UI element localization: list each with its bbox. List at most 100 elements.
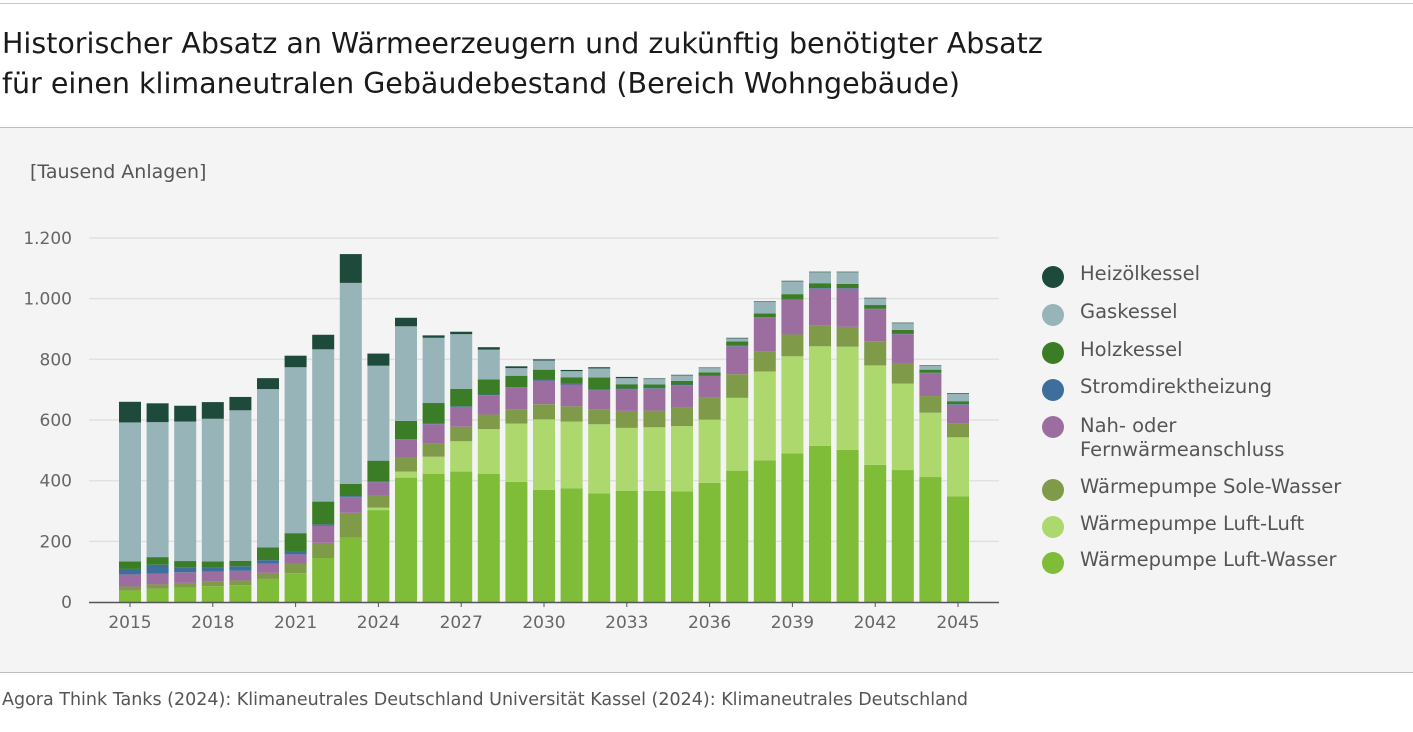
legend-label-wp-luft-luft: Wärmepumpe Luft-Luft xyxy=(1080,512,1305,535)
bar-segment-holz-2039 xyxy=(781,294,804,299)
bar-segment-strom-2036 xyxy=(698,375,721,377)
bar-segment-heizoel-2021 xyxy=(284,355,307,368)
bar-segment-holz-2034 xyxy=(643,384,666,389)
bar-segment-nahfern-2042 xyxy=(864,309,887,342)
bar-segment-strom-2026 xyxy=(422,423,445,425)
bar-segment-holz-2021 xyxy=(284,533,307,552)
bar-segment-gas-2038 xyxy=(753,302,776,314)
bar-segment-nahfern-2028 xyxy=(477,395,500,415)
bar-segment-nahfern-2044 xyxy=(919,373,942,397)
bar-segment-gas-2030 xyxy=(533,360,555,370)
bar-segment-holz-2032 xyxy=(588,377,611,390)
source-note: Agora Think Tanks (2024): Klimaneutrales… xyxy=(2,690,969,710)
bar-segment-strom-2022 xyxy=(312,524,335,526)
y-tick-label: 600 xyxy=(40,411,72,431)
bar-segment-strom-2039 xyxy=(781,298,804,300)
bar-segment-wp_luftwasser-2035 xyxy=(671,491,693,602)
bar-segment-holz-2027 xyxy=(450,388,473,407)
bar-segment-nahfern-2040 xyxy=(809,288,831,326)
bar-segment-wp_luftwasser-2015 xyxy=(119,590,141,602)
bar-segment-wp_luftluft-2038 xyxy=(753,371,776,461)
bar-segment-wp_sole-2039 xyxy=(781,334,804,357)
legend-swatch-gaskessel xyxy=(1042,304,1064,326)
bar-segment-holz-2028 xyxy=(477,379,500,395)
bar-segment-holz-2026 xyxy=(422,403,445,424)
bar-segment-wp_luftwasser-2041 xyxy=(836,449,859,602)
bar-segment-strom-2025 xyxy=(395,439,417,440)
bar-segment-strom-2023 xyxy=(339,496,362,498)
bar-segment-wp_sole-2022 xyxy=(312,542,335,559)
bar-segment-wp_sole-2026 xyxy=(422,443,445,457)
bar-segment-gas-2021 xyxy=(284,367,307,534)
bar-segment-wp_luftwasser-2037 xyxy=(726,470,749,602)
bar-segment-wp_sole-2045 xyxy=(947,423,969,438)
bar-segment-heizoel-2043 xyxy=(891,322,914,324)
bar-segment-wp_sole-2038 xyxy=(753,351,776,372)
legend-item-wp-luft-luft: Wärmepumpe Luft-Luft xyxy=(1042,512,1390,538)
legend-swatch-wp-sole-wasser xyxy=(1042,479,1064,501)
bar-segment-wp_luftwasser-2017 xyxy=(174,587,197,602)
bar-segment-wp_sole-2023 xyxy=(339,512,362,538)
bar-segment-strom-2028 xyxy=(477,394,500,396)
bar-segment-heizoel-2022 xyxy=(312,334,335,350)
legend-label-nah-fernwaerme: Nah- oder Fernwärmeanschluss xyxy=(1080,414,1285,461)
x-tick-label: 2015 xyxy=(108,613,151,633)
bar-segment-heizoel-2028 xyxy=(477,347,500,350)
bar-segment-wp_luftwasser-2020 xyxy=(257,578,279,602)
x-tick-label: 2036 xyxy=(688,613,731,633)
bar-segment-heizoel-2030 xyxy=(533,359,555,361)
bar-segment-holz-2023 xyxy=(339,484,362,497)
bar-segment-wp_sole-2033 xyxy=(615,410,638,428)
bar-segment-gas-2045 xyxy=(947,393,969,402)
legend-swatch-holzkessel xyxy=(1042,342,1064,364)
top-rule xyxy=(0,3,1413,4)
bar-segment-wp_luftwasser-2028 xyxy=(477,473,500,602)
bar-segment-heizoel-2042 xyxy=(864,297,887,299)
bar-segment-holz-2042 xyxy=(864,305,887,309)
bar-segment-wp_sole-2029 xyxy=(505,409,528,424)
bar-segment-wp_luftwasser-2032 xyxy=(588,493,611,602)
bar-segment-heizoel-2033 xyxy=(615,376,638,379)
bar-segment-heizoel-2017 xyxy=(174,405,197,422)
bar-segment-wp_sole-2028 xyxy=(477,414,500,430)
bar-segment-heizoel-2041 xyxy=(836,271,859,273)
bar-segment-nahfern-2033 xyxy=(615,389,638,411)
bar-segment-heizoel-2044 xyxy=(919,365,942,367)
bar-segment-holz-2016 xyxy=(146,557,169,565)
y-tick-label: 1.000 xyxy=(23,290,72,310)
bar-segment-holz-2022 xyxy=(312,501,335,525)
bar-segment-wp_luftluft-2031 xyxy=(560,421,583,489)
x-tick-label: 2024 xyxy=(357,613,400,633)
bar-segment-strom-2027 xyxy=(450,406,473,407)
bar-segment-wp_sole-2015 xyxy=(119,586,141,591)
bar-segment-wp_luftwasser-2023 xyxy=(339,537,362,602)
bar-segment-gas-2039 xyxy=(781,281,804,295)
chart-title: Historischer Absatz an Wärmeerzeugern un… xyxy=(2,24,1302,104)
bar-segment-wp_sole-2041 xyxy=(836,326,859,347)
bar-segment-wp_sole-2024 xyxy=(367,495,390,508)
bar-segment-wp_luftluft-2032 xyxy=(588,424,611,494)
x-tick-label: 2033 xyxy=(605,613,648,633)
legend-label-stromdirektheizung: Stromdirektheizung xyxy=(1080,375,1272,398)
bar-segment-holz-2033 xyxy=(615,384,638,389)
legend-swatch-stromdirektheizung xyxy=(1042,379,1064,401)
bar-segment-heizoel-2015 xyxy=(119,401,141,423)
bar-segment-nahfern-2039 xyxy=(781,299,804,335)
bar-segment-gas-2034 xyxy=(643,379,666,385)
bar-segment-wp_luftluft-2040 xyxy=(809,346,831,446)
bar-segment-wp_luftluft-2042 xyxy=(864,365,887,465)
bar-segment-nahfern-2024 xyxy=(367,482,390,496)
bar-segment-gas-2020 xyxy=(257,389,279,548)
bar-segment-wp_luftwasser-2021 xyxy=(284,573,307,602)
legend-swatch-heizoelkessel xyxy=(1042,266,1064,288)
bar-segment-gas-2037 xyxy=(726,338,749,342)
legend-swatch-wp-luft-luft xyxy=(1042,516,1064,538)
bar-segment-gas-2035 xyxy=(671,375,693,381)
bar-segment-heizoel-2040 xyxy=(809,271,831,273)
bar-segment-holz-2025 xyxy=(395,420,417,440)
bar-segment-holz-2031 xyxy=(560,377,583,384)
bar-segment-holz-2036 xyxy=(698,372,721,376)
bar-segment-holz-2041 xyxy=(836,283,859,289)
bar-segment-nahfern-2045 xyxy=(947,404,969,424)
